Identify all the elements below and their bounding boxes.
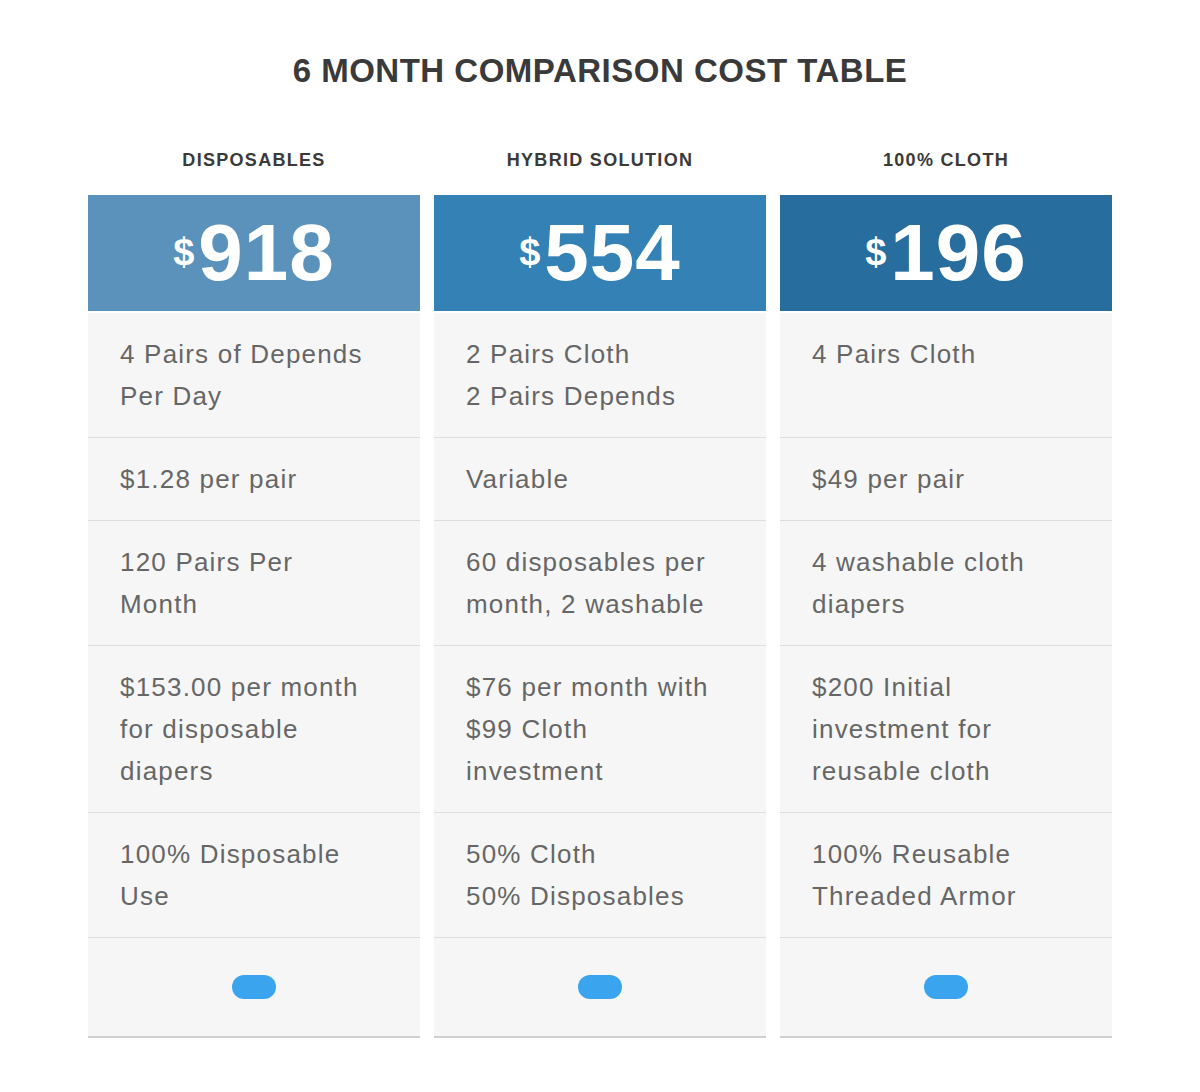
footer-cell-cloth	[780, 938, 1112, 1038]
column-title-hybrid: HYBRID SOLUTION	[434, 150, 766, 195]
price-total: $196	[865, 213, 1027, 293]
column-title-cloth: 100% CLOTH	[780, 150, 1112, 195]
column-title-disposables: DISPOSABLES	[88, 150, 420, 195]
feature-cell: $49 per pair	[780, 438, 1112, 521]
dollar-sign: $	[173, 231, 194, 273]
select-plan-pill[interactable]	[578, 975, 622, 999]
dollar-sign: $	[519, 231, 540, 273]
feature-cell: $153.00 per month for disposable diapers	[88, 646, 420, 813]
feature-cell: 50% Cloth 50% Disposables	[434, 813, 766, 938]
feature-cell: $76 per month with $99 Cloth investment	[434, 646, 766, 813]
select-plan-pill[interactable]	[232, 975, 276, 999]
feature-cell: $1.28 per pair	[88, 438, 420, 521]
feature-cell: 100% Reusable Threaded Armor	[780, 813, 1112, 938]
select-plan-pill[interactable]	[924, 975, 968, 999]
price-header-hybrid: $554	[434, 195, 766, 311]
price-total: $554	[519, 213, 681, 293]
comparison-table: DISPOSABLES HYBRID SOLUTION 100% CLOTH $…	[88, 150, 1112, 1038]
feature-cell: 4 Pairs of Depends Per Day	[88, 313, 420, 438]
feature-cell: Variable	[434, 438, 766, 521]
feature-cell: $200 Initial investment for reusable clo…	[780, 646, 1112, 813]
feature-cell: 60 disposables per month, 2 washable	[434, 521, 766, 646]
footer-cell-hybrid	[434, 938, 766, 1038]
price-value: 196	[890, 208, 1026, 297]
feature-cell: 4 Pairs Cloth	[780, 313, 1112, 438]
price-header-disposables: $918	[88, 195, 420, 311]
price-header-cloth: $196	[780, 195, 1112, 311]
price-total: $918	[173, 213, 335, 293]
feature-cell: 2 Pairs Cloth 2 Pairs Depends	[434, 313, 766, 438]
page-title: 6 MONTH COMPARISON COST TABLE	[0, 52, 1200, 90]
feature-cell: 4 washable cloth diapers	[780, 521, 1112, 646]
price-value: 918	[198, 208, 334, 297]
feature-cell: 120 Pairs Per Month	[88, 521, 420, 646]
footer-cell-disposables	[88, 938, 420, 1038]
dollar-sign: $	[865, 231, 886, 273]
feature-cell: 100% Disposable Use	[88, 813, 420, 938]
price-value: 554	[544, 208, 680, 297]
